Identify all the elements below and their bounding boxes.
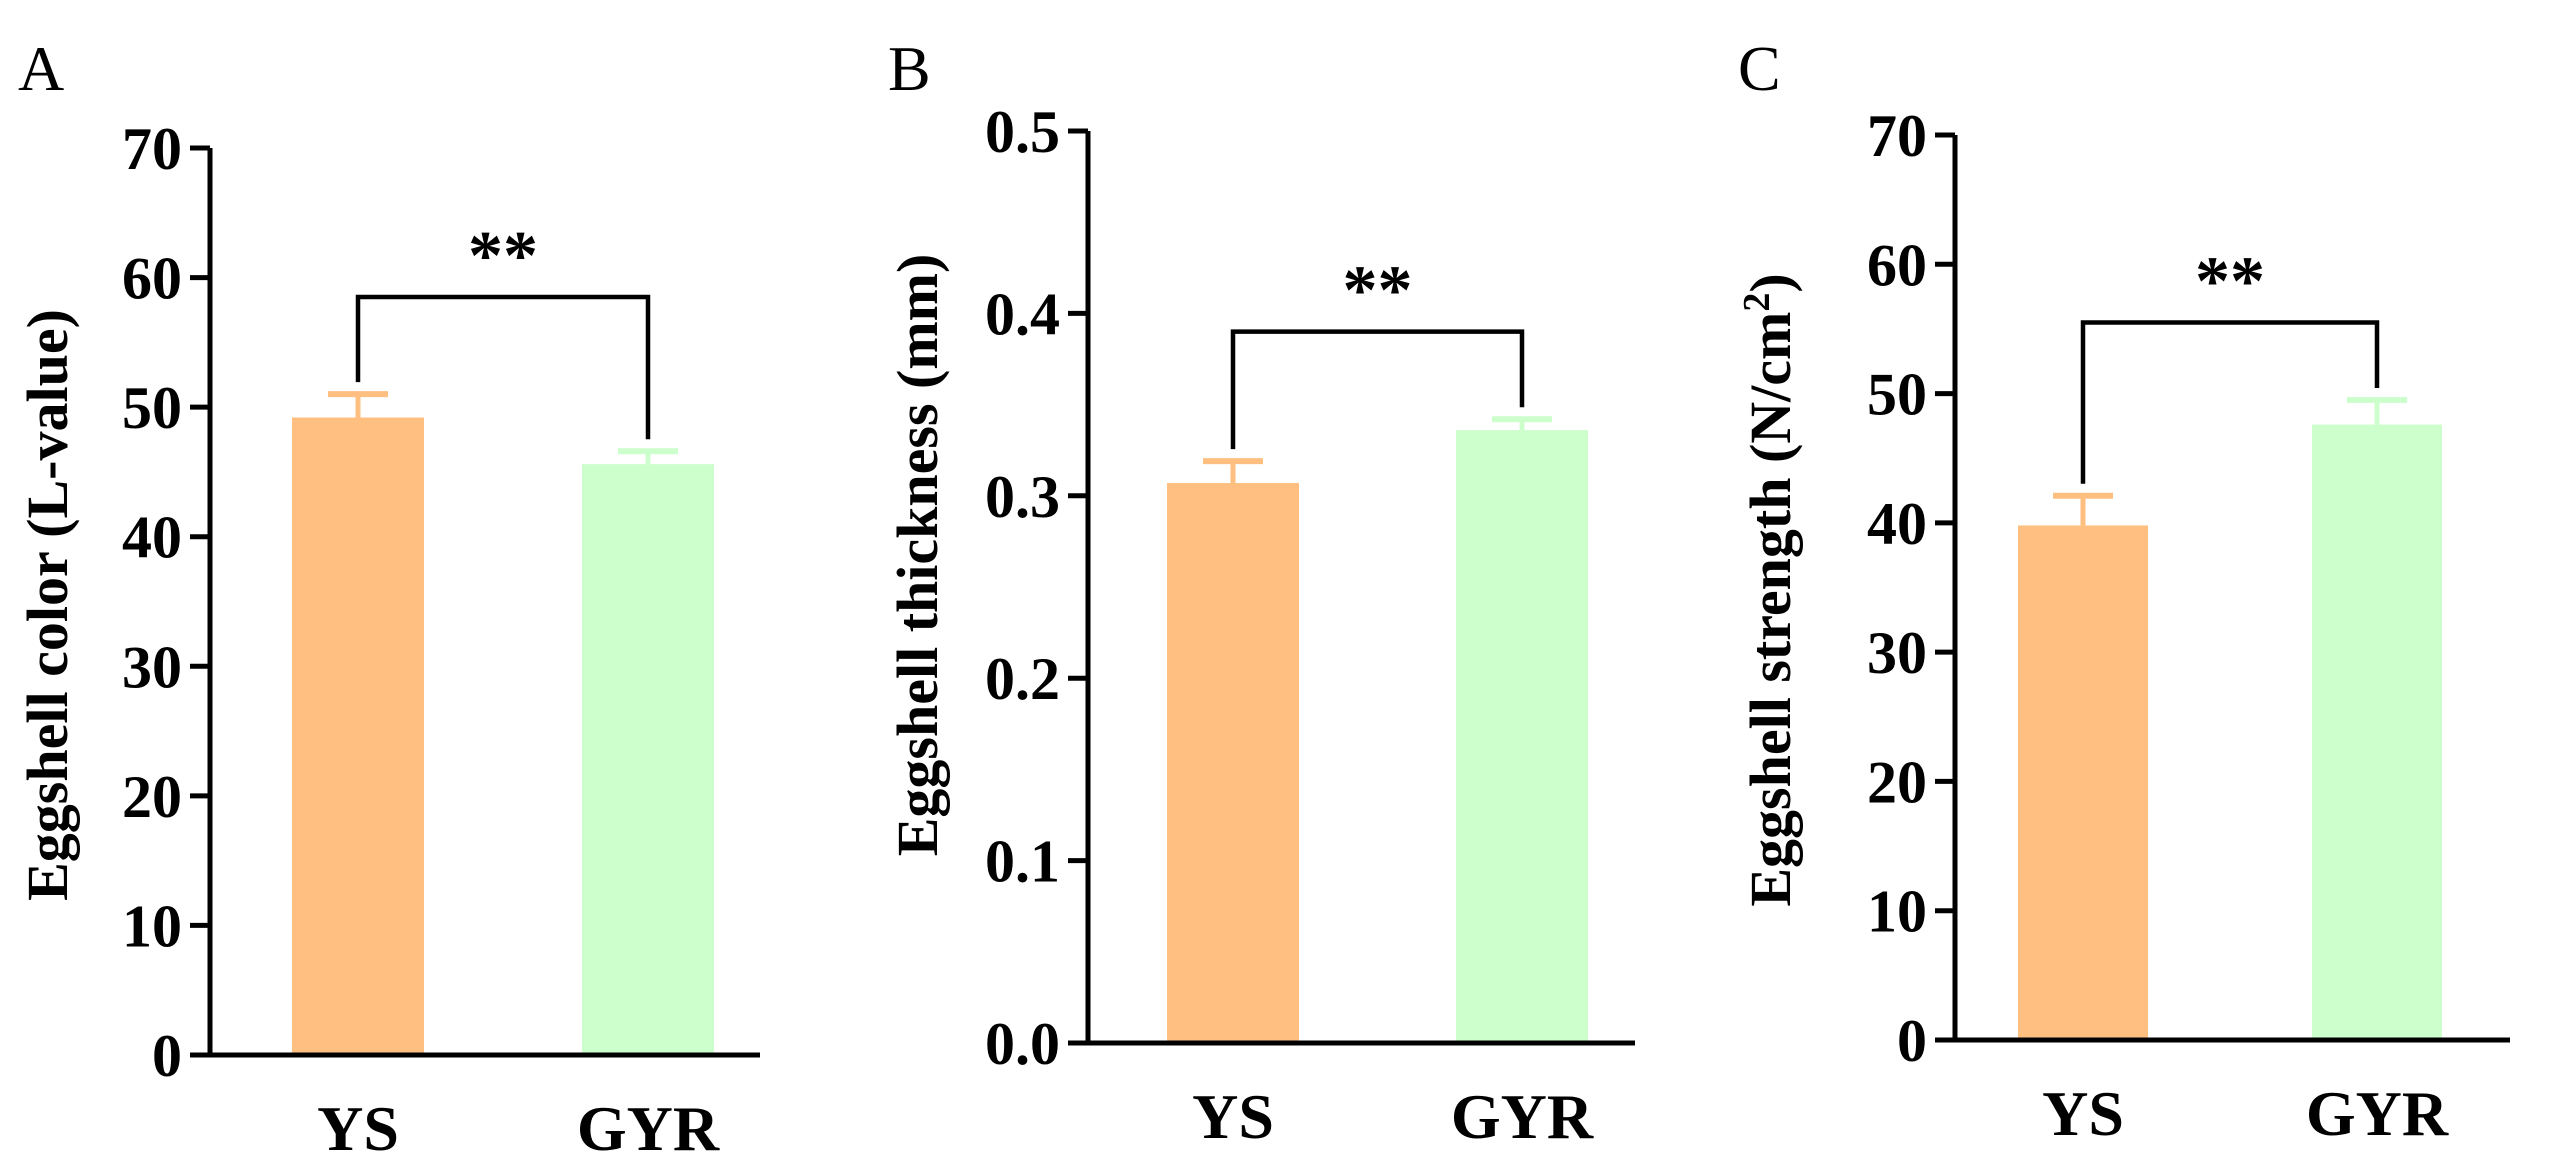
bracket-line <box>1230 329 1525 450</box>
significance-bracket: ** <box>355 218 651 440</box>
y-tick-label: 0.0 <box>985 1011 1060 1077</box>
y-axis-label: Eggshell strength (N/cm2) <box>1736 273 1803 906</box>
y-tick-label: 0 <box>152 1023 182 1089</box>
bar-gyr <box>1456 430 1588 1043</box>
y-tick-label: 30 <box>1867 620 1927 686</box>
y-tick-label: 70 <box>122 116 182 182</box>
y-tick-label: 0.3 <box>985 464 1060 530</box>
category-label: GYR <box>1451 1081 1594 1152</box>
bar-gyr <box>582 464 714 1055</box>
bar-ys <box>1167 483 1299 1044</box>
category-label: GYR <box>2306 1078 2449 1149</box>
category-label: GYR <box>577 1093 720 1162</box>
y-ticks: 0 10 20 30 40 50 60 70 <box>1867 103 1955 1074</box>
y-tick-label: 20 <box>122 764 182 830</box>
panel-letter: C <box>1738 33 1781 104</box>
y-tick-label: 20 <box>1867 749 1927 815</box>
y-axis-label: Eggshell thickness (mm) <box>885 254 950 857</box>
bar-ys <box>292 417 424 1056</box>
y-tick-label: 30 <box>122 634 182 700</box>
y-axis-label: Eggshell color (L-value) <box>15 309 80 901</box>
y-tick-label: 0.5 <box>985 99 1060 165</box>
y-tick-label: 40 <box>1867 491 1927 557</box>
significance-bracket: ** <box>2080 243 2380 484</box>
y-tick-label: 10 <box>1867 879 1927 945</box>
significance-label: ** <box>468 218 538 295</box>
category-labels: YS GYR <box>1192 1081 1594 1152</box>
y-ticks: 0 10 20 30 40 50 60 70 <box>122 116 210 1089</box>
panel-a: A Eggshell color (L-value) 0 10 20 30 40 50 60… <box>15 33 760 1162</box>
y-tick-label: 10 <box>122 893 182 959</box>
panel-b: B Eggshell thickness (mm) 0.00.10.20.30.… <box>885 33 1635 1152</box>
y-tick-label: 0 <box>1897 1008 1927 1074</box>
bar-gyr <box>2312 424 2442 1041</box>
bracket-line <box>2080 320 2380 484</box>
significance-label: ** <box>1343 253 1413 330</box>
y-ticks: 0.0 0.1 0.2 0.3 0.4 0.5 <box>985 99 1088 1077</box>
panel-c: C Eggshell strength (N/cm2) 0 10 20 30 40 50 6… <box>1736 33 2510 1149</box>
category-label: YS <box>2042 1078 2124 1149</box>
panel-letter: B <box>888 33 931 104</box>
category-labels: YS GYR <box>317 1093 720 1162</box>
category-label: YS <box>1192 1081 1274 1152</box>
y-tick-label: 70 <box>1867 103 1927 169</box>
bars <box>1167 416 1588 1044</box>
bars <box>292 391 714 1056</box>
bar-ys <box>2018 525 2148 1040</box>
category-labels: YS GYR <box>2042 1078 2449 1149</box>
panel-letter: A <box>18 33 64 104</box>
significance-bracket: ** <box>1230 253 1525 450</box>
y-tick-label: 50 <box>1867 362 1927 428</box>
y-tick-label: 0.4 <box>985 281 1060 347</box>
significance-label: ** <box>2195 243 2265 320</box>
bars <box>2018 397 2442 1041</box>
y-tick-label: 0.2 <box>985 646 1060 712</box>
y-tick-label: 60 <box>122 246 182 312</box>
y-tick-label: 0.1 <box>985 829 1060 895</box>
bracket-line <box>355 294 651 440</box>
category-label: YS <box>317 1093 399 1162</box>
y-tick-label: 40 <box>122 505 182 571</box>
y-tick-label: 50 <box>122 375 182 441</box>
y-tick-label: 60 <box>1867 232 1927 298</box>
